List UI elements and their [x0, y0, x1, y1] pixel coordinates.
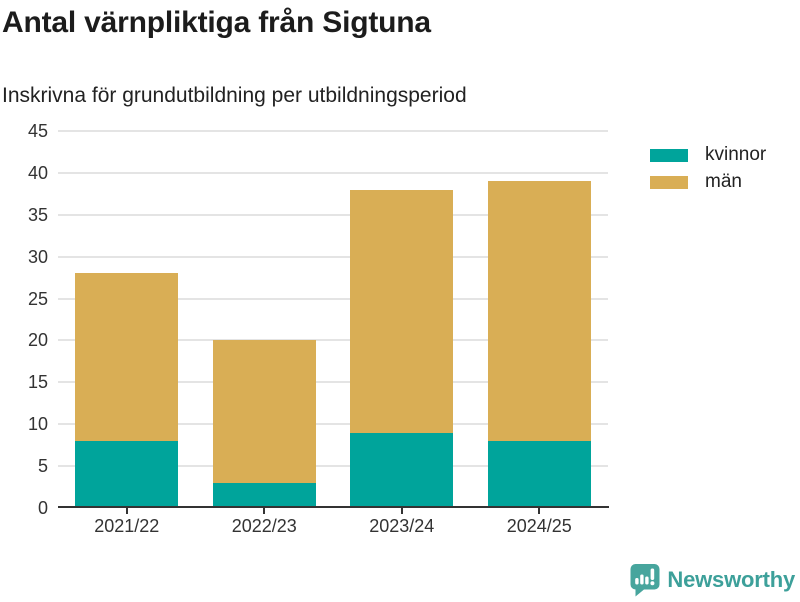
gridline-10	[58, 423, 608, 426]
legend-swatch-man	[650, 175, 688, 189]
gridline-25	[58, 297, 608, 300]
y-axis: 0 5 10 15 20 25 30 35 40 45	[0, 121, 48, 518]
gridline-40	[58, 171, 608, 174]
bar-group-2022/23	[212, 340, 316, 508]
x-tick-label-2022/23: 2022/23	[231, 516, 297, 536]
gridline-30	[58, 255, 608, 258]
y-tick-label-10: 10	[27, 414, 48, 435]
legend-item-man: män	[650, 171, 766, 192]
bar-segment-kvinnor-2024/25	[487, 440, 591, 508]
y-tick-label-0: 0	[37, 498, 48, 518]
bar-group-2023/24	[350, 189, 454, 508]
bar-segment-män-2021/22	[75, 273, 179, 441]
y-tick-label-20: 20	[27, 330, 48, 351]
bar-segment-män-2023/24	[350, 189, 454, 433]
legend-swatch-kvinnor	[650, 148, 688, 162]
plot-area	[58, 130, 608, 508]
speech-bubble-shape	[630, 564, 660, 597]
gridline-15	[58, 381, 608, 384]
x-tick-mark-2022/23	[263, 508, 266, 514]
brand-wordmark: Newsworthy	[667, 567, 795, 592]
chart-title: Antal värnpliktiga från Sigtuna	[2, 6, 431, 39]
legend-label-kvinnor: kvinnor	[705, 144, 767, 165]
y-tick-label-15: 15	[27, 372, 48, 393]
bar-segment-kvinnor-2023/24	[350, 432, 454, 508]
y-tick-label-30: 30	[27, 246, 48, 267]
legend: kvinnor män	[650, 144, 766, 202]
legend-item-kvinnor: kvinnor	[650, 144, 766, 165]
bar-segment-kvinnor-2021/22	[75, 440, 179, 508]
x-tick-mark-2021/22	[125, 508, 128, 514]
bar-segment-kvinnor-2022/23	[212, 482, 316, 508]
bar-segment-män-2022/23	[212, 340, 316, 483]
x-tick-label-2024/25: 2024/25	[506, 516, 572, 536]
y-tick-label-45: 45	[27, 121, 48, 141]
x-tick-mark-2023/24	[400, 508, 403, 514]
bar-group-2024/25	[487, 181, 591, 508]
gridline-35	[58, 213, 608, 216]
y-tick-label-40: 40	[27, 162, 48, 183]
bar-group-2021/22	[75, 273, 179, 508]
y-tick-label-35: 35	[27, 204, 48, 225]
legend-label-man: män	[705, 171, 742, 192]
gridline-5	[58, 465, 608, 468]
bar-chart-speech-bubble-icon	[629, 563, 661, 597]
y-tick-label-25: 25	[27, 288, 48, 309]
bar-segment-män-2024/25	[487, 181, 591, 441]
newsworthy-branding: Newsworthy	[629, 563, 795, 597]
x-axis: 2021/22 2022/23 2023/24 2024/25	[58, 516, 608, 542]
chart-subtitle: Inskrivna för grundutbildning per utbild…	[2, 84, 467, 107]
x-axis-line	[58, 506, 609, 508]
gridline-20	[58, 339, 608, 342]
x-tick-label-2021/22: 2021/22	[94, 516, 160, 536]
x-tick-label-2023/24: 2023/24	[369, 516, 435, 536]
gridline-45	[58, 130, 608, 132]
x-tick-mark-2024/25	[538, 508, 541, 514]
y-tick-label-5: 5	[37, 456, 48, 477]
